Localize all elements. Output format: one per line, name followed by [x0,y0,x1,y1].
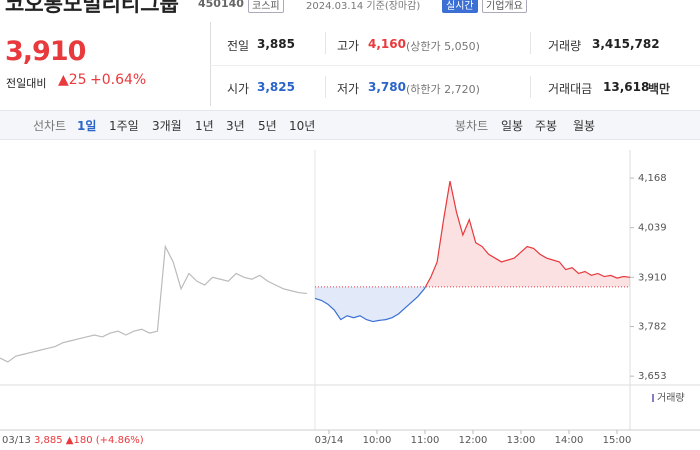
tab[interactable]: 일봉 [501,119,524,133]
stock-name: 코오롱모빌리티그룹 [5,0,179,16]
stat-value: 3,415,782 [592,37,660,51]
stat-value: 3,780 [368,80,406,94]
realtime-badge[interactable]: 실시간 [442,0,478,13]
company-button[interactable]: 기업개요 [482,0,527,13]
x-tick-label: 11:00 [411,435,440,446]
divider [210,65,700,66]
divider [325,32,326,54]
divider [530,76,531,98]
tab[interactable]: 3년 [226,119,245,133]
area-up [315,181,630,287]
tab[interactable]: 1년 [195,119,214,133]
date: 2024.03.14 기준(장마감) [306,1,421,12]
prev-summary: 3,885 ▲180 (+4.86%) [34,435,144,446]
divider [530,32,531,54]
stat-label: 시가 [227,82,250,96]
stat-value: 13,618 [603,80,650,94]
stat-note: (상한가 5,050) [406,40,480,53]
y-tick-label: 3,653 [638,371,667,382]
tab-label: 봉차트 [455,119,489,133]
today-line-up [424,181,631,287]
tab[interactable]: 1일 [77,119,97,133]
y-tick-label: 4,168 [638,173,667,184]
stat-value: 4,160 [368,37,406,51]
x-tick-label: 14:00 [555,435,584,446]
tab[interactable]: 10년 [289,119,316,133]
tab-label: 선차트 [33,119,67,133]
stat-note: (하한가 2,720) [406,83,480,96]
change: ▲25 [58,72,87,88]
tab-bar: 선차트 1일 1주일 3개월 1년 3년 5년 10년 봉차트 일봉 주봉 월봉 [0,110,700,140]
stat-unit: 백만 [648,82,671,96]
x-tick-label: 12:00 [459,435,488,446]
divider [210,22,211,106]
stat-label: 거래대금 [548,82,593,96]
stat-label: 고가 [337,39,360,53]
stat-value: 3,825 [257,80,295,94]
stat-label: 거래량 [548,39,582,53]
y-tick-label: 4,039 [638,223,667,234]
prev-line [0,244,308,363]
stat-label: 전일 [227,39,250,53]
x-tick-label: 03/14 [315,435,344,446]
tab[interactable]: 주봉 [535,119,558,133]
change-rate: +0.64% [90,72,147,88]
volume-legend-swatch [652,394,654,402]
x-tick-label: 15:00 [603,435,632,446]
tab[interactable]: 5년 [258,119,277,133]
change-label: 전일대비 [6,77,47,90]
area-down [315,286,426,322]
y-tick-label: 3,910 [638,272,667,283]
today-line-down [314,286,427,323]
tab[interactable]: 3개월 [152,119,182,133]
stat-value: 3,885 [257,37,295,51]
current-price: 3,910 [5,36,86,67]
market-badge: 코스피 [248,0,284,13]
tab[interactable]: 1주일 [109,119,139,133]
stock-code: 450140 [198,0,244,10]
volume-label: 거래량 [657,392,685,404]
x-tick-label: 10:00 [363,435,392,446]
stat-label: 저가 [337,82,360,96]
x-tick-label: 13:00 [507,435,536,446]
prev-date: 03/13 [2,435,31,446]
divider [325,76,326,98]
tab[interactable]: 월봉 [573,119,596,133]
y-tick-label: 3,782 [638,322,667,333]
